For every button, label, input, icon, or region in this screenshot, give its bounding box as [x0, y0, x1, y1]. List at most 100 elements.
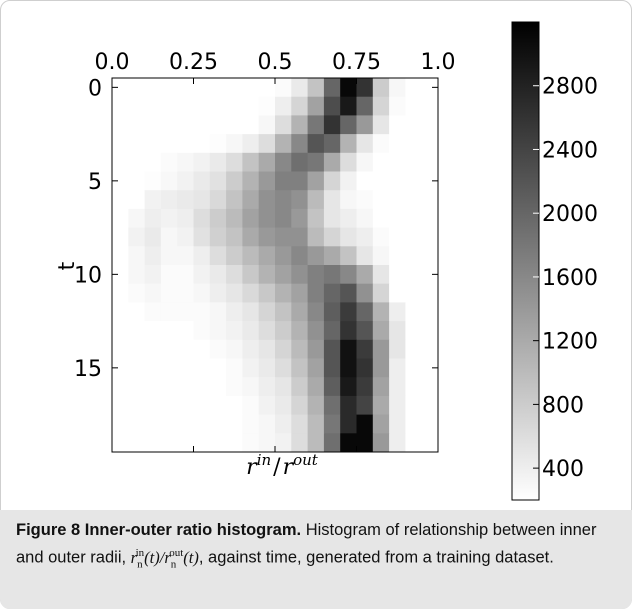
heatmap-cell — [209, 283, 227, 303]
heatmap-cell — [291, 115, 308, 135]
heatmap-cell — [323, 395, 341, 415]
heatmap-cell — [275, 134, 292, 154]
heatmap-chart: 0.0 0.25 0.5 0.75 1.0 0 5 10 15 rin/rout t 2800… — [55, 21, 598, 501]
heatmap-cell — [193, 283, 211, 303]
heatmap-cell — [340, 321, 357, 341]
heatmap-cell — [258, 358, 276, 378]
heatmap-cell — [242, 321, 260, 341]
heatmap-cell — [372, 171, 390, 191]
heatmap-cell — [307, 339, 325, 359]
heatmap-cell — [389, 190, 406, 210]
heatmap-cell — [275, 395, 292, 415]
heatmap-cell — [307, 265, 325, 285]
heatmap-cell — [356, 96, 374, 116]
heatmap-cell — [242, 302, 260, 322]
heatmap-cell — [307, 377, 325, 397]
heatmap-cell — [128, 358, 145, 378]
heatmap-cell — [307, 246, 325, 266]
heatmap-cell — [226, 78, 243, 98]
heatmap-cell — [242, 227, 260, 247]
heatmap-cell — [258, 302, 276, 322]
heatmap-cell — [112, 414, 129, 434]
heatmap-cell — [177, 414, 194, 434]
heatmap-cell — [340, 78, 357, 98]
heatmap-cell — [340, 414, 357, 434]
heatmap-cell — [275, 377, 292, 397]
x-axis-ticks: 0.0 0.25 0.5 0.75 1.0 — [95, 50, 456, 452]
y-tick-label: 0 — [88, 76, 102, 101]
heatmap-cell — [356, 433, 374, 453]
heatmap-cell — [112, 377, 129, 397]
heatmap-cell — [209, 358, 227, 378]
heatmap-cell — [405, 358, 423, 378]
heatmap-cell — [112, 208, 129, 228]
heatmap-cell — [258, 339, 276, 359]
heatmap-cell — [128, 283, 145, 303]
heatmap-cell — [307, 433, 325, 453]
heatmap-cell — [291, 171, 308, 191]
heatmap-cell — [144, 433, 162, 453]
heatmap-cell — [193, 395, 211, 415]
heatmap-cell — [258, 152, 276, 172]
heatmap-cell — [421, 321, 439, 341]
heatmap-cell — [389, 115, 406, 135]
heatmap-cell — [323, 227, 341, 247]
heatmap-cell — [275, 283, 292, 303]
heatmap-cell — [160, 433, 178, 453]
heatmap-cell — [389, 152, 406, 172]
heatmap-cell — [112, 321, 129, 341]
heatmap-cell — [226, 115, 243, 135]
heatmap-cell — [405, 208, 423, 228]
heatmap-cell — [421, 377, 439, 397]
heatmap-cell — [291, 134, 308, 154]
y-tick-label: 10 — [74, 263, 102, 288]
heatmap-cell — [177, 246, 194, 266]
heatmap-cell — [291, 265, 308, 285]
heatmap-cell — [112, 395, 129, 415]
heatmap-cell — [421, 152, 439, 172]
colorbar-ticks: 2800 2400 2000 1600 1200 800 400 — [533, 75, 598, 482]
heatmap-cell — [372, 115, 390, 135]
colorbar-tick-label: 1200 — [542, 330, 598, 355]
heatmap-cell — [144, 134, 162, 154]
heatmap-cell — [389, 96, 406, 116]
heatmap-cell — [389, 358, 406, 378]
heatmap-cell — [275, 339, 292, 359]
heatmap-cell — [291, 339, 308, 359]
heatmap-cell — [356, 283, 374, 303]
heatmap-cell — [421, 115, 439, 135]
y-tick-label: 5 — [88, 170, 102, 195]
heatmap-cell — [372, 190, 390, 210]
heatmap-cell — [275, 78, 292, 98]
heatmap-cell — [177, 321, 194, 341]
heatmap-cell — [275, 96, 292, 116]
colorbar-tick-label: 400 — [542, 457, 584, 482]
heatmap-cell — [340, 190, 357, 210]
heatmap-cell — [291, 96, 308, 116]
heatmap-cell — [128, 115, 145, 135]
heatmap-cell — [128, 265, 145, 285]
heatmap-cell — [389, 265, 406, 285]
heatmap-cell — [275, 115, 292, 135]
heatmap-cell — [226, 414, 243, 434]
heatmap-cell — [421, 208, 439, 228]
heatmap-cell — [177, 433, 194, 453]
heatmap-cell — [405, 134, 423, 154]
heatmap-cell — [389, 395, 406, 415]
heatmap-cell — [193, 152, 211, 172]
heatmap-cell — [160, 283, 178, 303]
heatmap-cell — [242, 171, 260, 191]
heatmap-cell — [193, 96, 211, 116]
heatmap-cell — [177, 395, 194, 415]
heatmap-cell — [226, 96, 243, 116]
heatmap-cell — [209, 321, 227, 341]
heatmap-cell — [372, 302, 390, 322]
heatmap-cell — [226, 227, 243, 247]
heatmap-cell — [405, 339, 423, 359]
heatmap-cell — [275, 152, 292, 172]
heatmap-cell — [372, 246, 390, 266]
heatmap-cell — [389, 377, 406, 397]
heatmap-cell — [356, 414, 374, 434]
heatmap-cell — [193, 302, 211, 322]
heatmap-cell — [323, 78, 341, 98]
